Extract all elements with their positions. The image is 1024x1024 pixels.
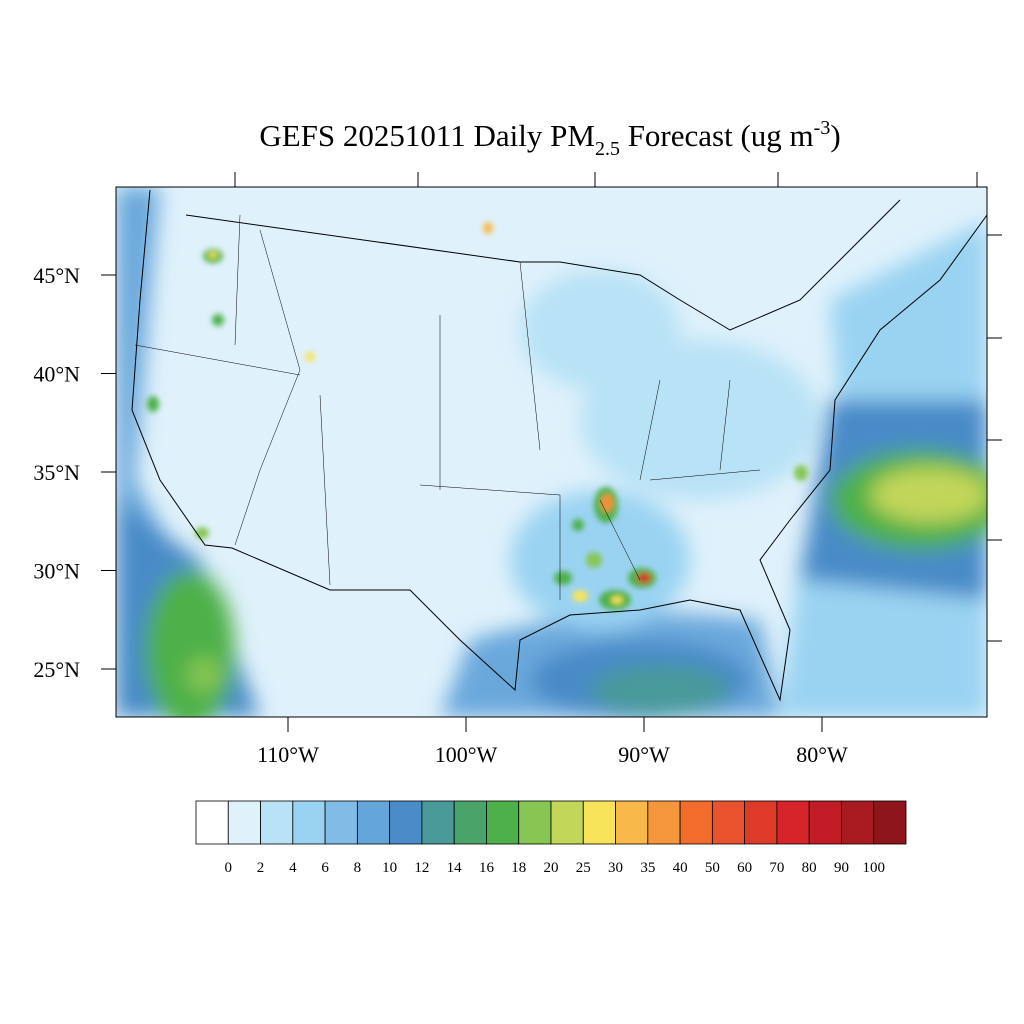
lon-label: 90°W — [618, 742, 670, 767]
colorbar-box — [744, 800, 778, 845]
colorbar-label: 30 — [608, 860, 623, 876]
lon-label: 100°W — [435, 742, 498, 767]
colorbar-label: 60 — [737, 860, 752, 876]
title-subscript: 2.5 — [595, 138, 620, 160]
colorbar-label: 6 — [321, 860, 329, 876]
colorbar-label: 8 — [354, 860, 362, 876]
colorbar-box — [776, 800, 810, 845]
colorbar-label: 100 — [862, 860, 885, 876]
lon-label: 80°W — [796, 742, 848, 767]
colorbar-label: 0 — [225, 860, 233, 876]
colorbar-label: 14 — [447, 860, 463, 876]
colorbar-box — [518, 800, 552, 845]
colorbar: 0 2 4 6 8 10 12 14 16 18 20 25 30 35 40 50 60 70 80 90 100 — [195, 800, 907, 876]
colorbar-label: 18 — [511, 860, 526, 876]
title-end: ) — [830, 118, 840, 153]
colorbar-box — [195, 800, 229, 845]
colorbar-box — [356, 800, 391, 845]
colorbar-label: 70 — [769, 860, 784, 876]
colorbar-label: 80 — [802, 860, 817, 876]
colorbar-label: 50 — [705, 860, 720, 876]
colorbar-box — [615, 800, 649, 845]
colorbar-box — [582, 800, 616, 845]
colorbar-label: 90 — [834, 860, 849, 876]
colorbar-box — [260, 800, 294, 845]
lon-label: 110°W — [257, 742, 319, 767]
lat-label: 35°N — [33, 460, 80, 485]
colorbar-box — [324, 800, 358, 845]
colorbar-box — [808, 800, 842, 845]
title-main: GEFS 20251011 Daily PM — [259, 118, 595, 153]
colorbar-box — [389, 800, 423, 845]
colorbar-label: 2 — [257, 860, 265, 876]
title: GEFS 20251011 Daily PM2.5 Forecast (ug m… — [259, 117, 840, 160]
map-field — [116, 187, 987, 717]
colorbar-box — [647, 800, 681, 845]
colorbar-box — [486, 800, 520, 845]
colorbar-box — [421, 800, 455, 845]
lat-label: 30°N — [33, 559, 80, 584]
lat-label: 45°N — [33, 263, 80, 288]
colorbar-label: 16 — [479, 860, 495, 876]
colorbar-label: 10 — [382, 860, 397, 876]
colorbar-box — [841, 800, 875, 845]
colorbar-box — [453, 800, 487, 845]
title-superscript: -3 — [814, 117, 831, 139]
lat-label: 40°N — [33, 362, 80, 387]
colorbar-box — [227, 800, 261, 845]
axis-ticks: 45°N 40°N 35°N 30°N 25°N 110°W 100°W 90°W 80°W — [33, 263, 848, 767]
colorbar-label: 4 — [289, 860, 297, 876]
lat-label: 25°N — [33, 657, 80, 682]
colorbar-box — [873, 800, 907, 845]
title-rest: Forecast (ug m — [620, 118, 814, 153]
colorbar-box — [292, 800, 326, 845]
colorbar-box — [711, 800, 746, 845]
colorbar-label: 40 — [673, 860, 688, 876]
colorbar-label: 35 — [640, 860, 655, 876]
colorbar-label: 25 — [576, 860, 591, 876]
colorbar-box — [550, 800, 584, 845]
colorbar-label: 12 — [414, 860, 429, 876]
colorbar-box — [679, 800, 713, 845]
colorbar-label: 20 — [544, 860, 559, 876]
